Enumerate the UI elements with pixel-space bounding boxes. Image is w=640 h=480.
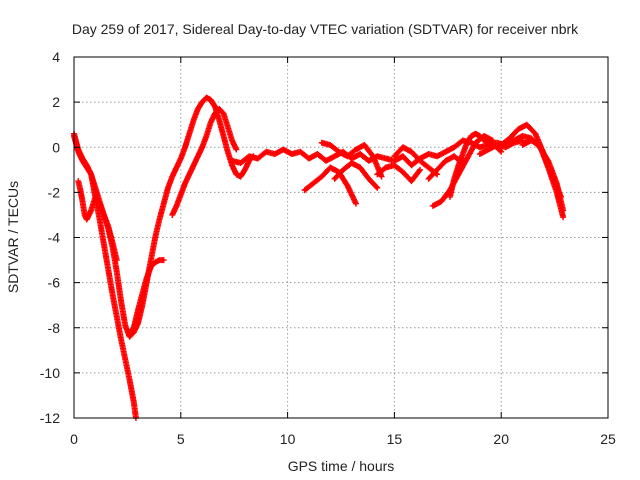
y-tick-label: -8 bbox=[48, 320, 61, 336]
x-tick-label: 20 bbox=[493, 431, 509, 447]
data-point-marker bbox=[352, 200, 359, 207]
y-tick-label: 2 bbox=[52, 94, 60, 110]
series-track-9 bbox=[331, 160, 381, 191]
series-track-5 bbox=[169, 105, 240, 218]
y-tick-label: 0 bbox=[52, 139, 60, 155]
series-track-17 bbox=[476, 137, 526, 158]
y-tick-labels: 4 2 0 -2 -4 -6 -8 -10 -12 bbox=[40, 49, 60, 426]
data-point-marker bbox=[560, 214, 567, 221]
data-point-marker bbox=[160, 257, 167, 264]
data-point-marker bbox=[417, 166, 424, 173]
chart-title: Day 259 of 2017, Sidereal Day-to-day VTE… bbox=[72, 21, 579, 37]
y-tick-label: -10 bbox=[40, 365, 60, 381]
series-track-4 bbox=[126, 257, 167, 338]
series-track-10 bbox=[374, 162, 424, 185]
x-tick-label: 0 bbox=[70, 431, 78, 447]
y-axis-label: SDTVAR / TECUs bbox=[5, 181, 21, 293]
data-point-marker bbox=[519, 137, 526, 144]
x-tick-label: 25 bbox=[600, 431, 616, 447]
axis-ticks bbox=[73, 56, 609, 419]
series-track-3 bbox=[75, 178, 120, 264]
series-track-7 bbox=[301, 164, 359, 207]
series-track-8 bbox=[318, 139, 385, 180]
series-track-2 bbox=[71, 130, 139, 421]
y-tick-label: -12 bbox=[40, 410, 60, 426]
y-tick-label: 4 bbox=[52, 49, 60, 65]
data-point-marker bbox=[498, 148, 505, 155]
y-tick-label: -4 bbox=[48, 230, 61, 246]
data-point-marker bbox=[233, 146, 240, 153]
grid-lines bbox=[74, 57, 608, 418]
series-track-14 bbox=[446, 130, 505, 200]
y-tick-label: -2 bbox=[48, 184, 61, 200]
x-tick-labels: 0 5 10 15 20 25 bbox=[70, 431, 616, 447]
data-point-marker bbox=[374, 184, 381, 191]
data-point-marker bbox=[373, 183, 380, 190]
data-points bbox=[71, 94, 567, 421]
y-tick-label: -6 bbox=[48, 275, 61, 291]
x-tick-label: 10 bbox=[280, 431, 296, 447]
data-point-marker bbox=[378, 173, 385, 180]
series-track-16 bbox=[519, 137, 567, 221]
x-tick-label: 15 bbox=[387, 431, 403, 447]
data-point-marker bbox=[416, 168, 423, 175]
data-point-marker bbox=[113, 257, 120, 264]
x-axis-label: GPS time / hours bbox=[288, 458, 395, 474]
x-tick-label: 5 bbox=[177, 431, 185, 447]
